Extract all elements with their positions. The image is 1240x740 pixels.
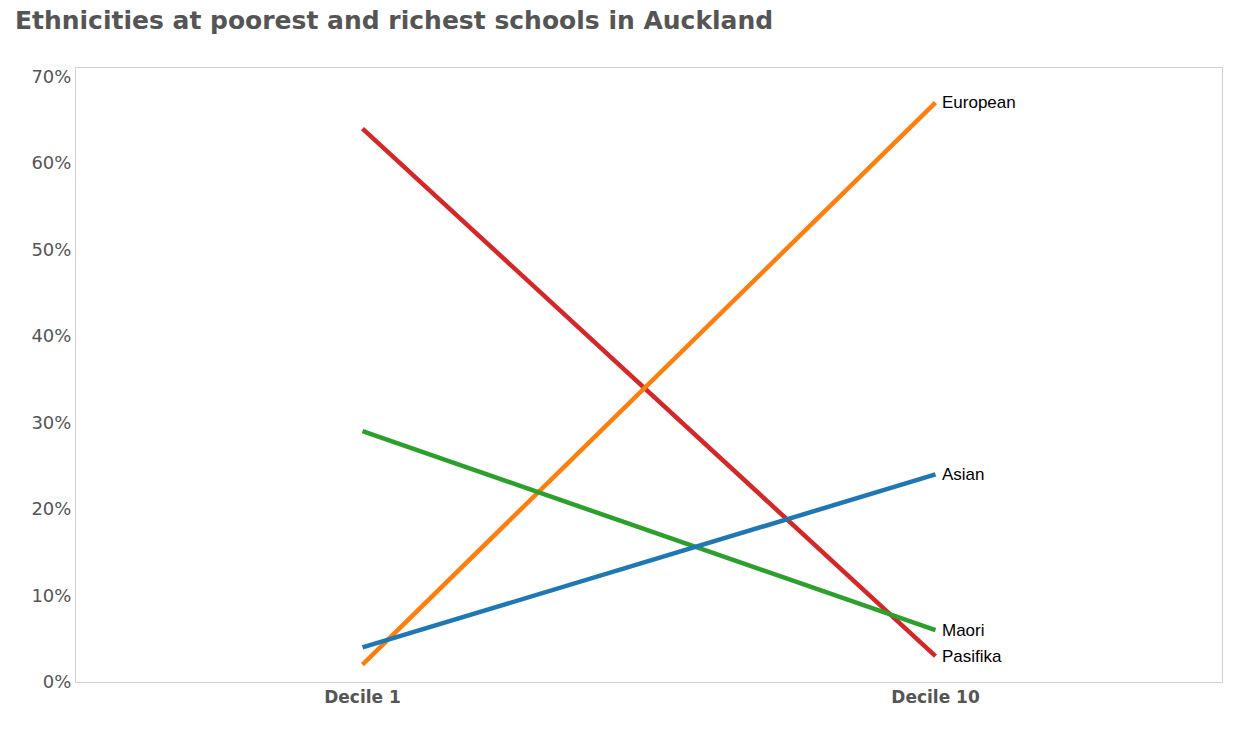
svg-text:40%: 40% [31,325,71,346]
svg-text:European: European [942,93,1016,112]
svg-text:10%: 10% [31,585,71,606]
svg-text:0%: 0% [43,671,72,692]
svg-text:Maori: Maori [942,621,985,640]
svg-text:50%: 50% [31,239,71,260]
svg-text:30%: 30% [31,412,71,433]
svg-text:70%: 70% [31,66,71,87]
svg-text:Ethnicities at poorest and ric: Ethnicities at poorest and richest schoo… [15,6,773,35]
svg-text:Decile 10: Decile 10 [891,687,980,707]
svg-text:60%: 60% [31,152,71,173]
svg-text:20%: 20% [31,498,71,519]
svg-text:Pasifika: Pasifika [942,647,1002,666]
svg-text:Decile 1: Decile 1 [324,687,401,707]
svg-text:Asian: Asian [942,465,985,484]
